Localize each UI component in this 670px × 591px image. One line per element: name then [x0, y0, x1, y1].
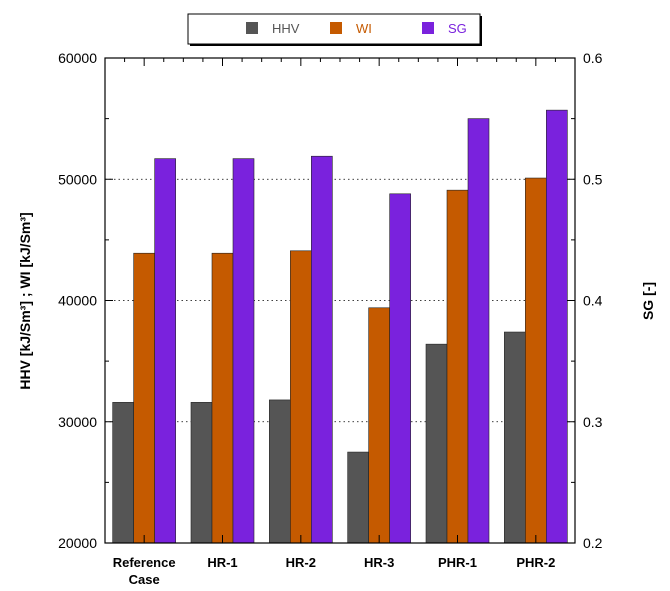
- y-left-tick-label: 20000: [58, 535, 97, 551]
- bar-sg: [546, 109, 568, 544]
- y-axis-left-label: HHV [kJ/Sm³] ; WI [kJ/Sm³]: [17, 212, 33, 389]
- bar-sg: [389, 193, 411, 544]
- bar-hhv: [425, 343, 448, 544]
- category-labels: Reference Case HR-1 HR-2 HR-3 PHR-1 PHR-2: [113, 555, 556, 587]
- grid-lines: [105, 178, 575, 423]
- bar-wi: [368, 307, 390, 544]
- legend-swatch-sg: [422, 22, 434, 34]
- y-left-tick-label: 60000: [58, 50, 97, 66]
- legend: HHV WI SG: [187, 13, 482, 46]
- bar-wi: [290, 250, 312, 544]
- bar-sg: [154, 158, 176, 544]
- legend-box-shadow-bottom: [190, 44, 482, 46]
- category-label: PHR-2: [516, 555, 555, 570]
- y-left-tick-label: 50000: [58, 171, 97, 187]
- left-axis-tick-labels: 20000 30000 40000 50000 60000: [58, 50, 97, 551]
- bar-hhv: [112, 402, 134, 544]
- category-label: HR-1: [207, 555, 237, 570]
- bar-wi: [133, 252, 155, 544]
- bar-sg: [467, 118, 490, 544]
- category-label: HR-3: [364, 555, 394, 570]
- legend-swatch-hhv: [246, 22, 258, 34]
- legend-items: HHV WI SG: [246, 21, 467, 36]
- y-axis-right-label: SG [-]: [640, 282, 656, 320]
- y-right-tick-label: 0.4: [583, 293, 603, 309]
- legend-label-sg: SG: [448, 21, 467, 36]
- category-label: PHR-1: [438, 555, 477, 570]
- y-right-tick-label: 0.3: [583, 414, 603, 430]
- legend-label-wi: WI: [356, 21, 372, 36]
- category-label: Case: [129, 572, 160, 587]
- y-left-tick-label: 40000: [58, 293, 97, 309]
- category-label: HR-2: [286, 555, 316, 570]
- bar-hhv: [504, 331, 526, 544]
- bar-hhv: [190, 402, 213, 544]
- bars: [112, 109, 568, 544]
- bar-sg: [232, 158, 255, 544]
- bar-wi: [525, 177, 547, 544]
- legend-label-hhv: HHV: [272, 21, 300, 36]
- bar-wi: [446, 189, 469, 544]
- right-axis-tick-labels: 0.2 0.3 0.4 0.5 0.6: [583, 50, 603, 551]
- bar-hhv: [347, 451, 369, 544]
- axis-ticks: [104, 57, 576, 544]
- y-left-tick-label: 30000: [58, 414, 97, 430]
- legend-box-shadow-right: [480, 16, 482, 46]
- category-label: Reference: [113, 555, 176, 570]
- legend-swatch-wi: [330, 22, 342, 34]
- y-right-tick-label: 0.2: [583, 535, 603, 551]
- y-right-tick-label: 0.5: [583, 171, 603, 187]
- bar-sg: [311, 155, 333, 544]
- bar-hhv: [269, 399, 291, 544]
- y-right-tick-label: 0.6: [583, 50, 603, 66]
- bar-wi: [211, 252, 234, 544]
